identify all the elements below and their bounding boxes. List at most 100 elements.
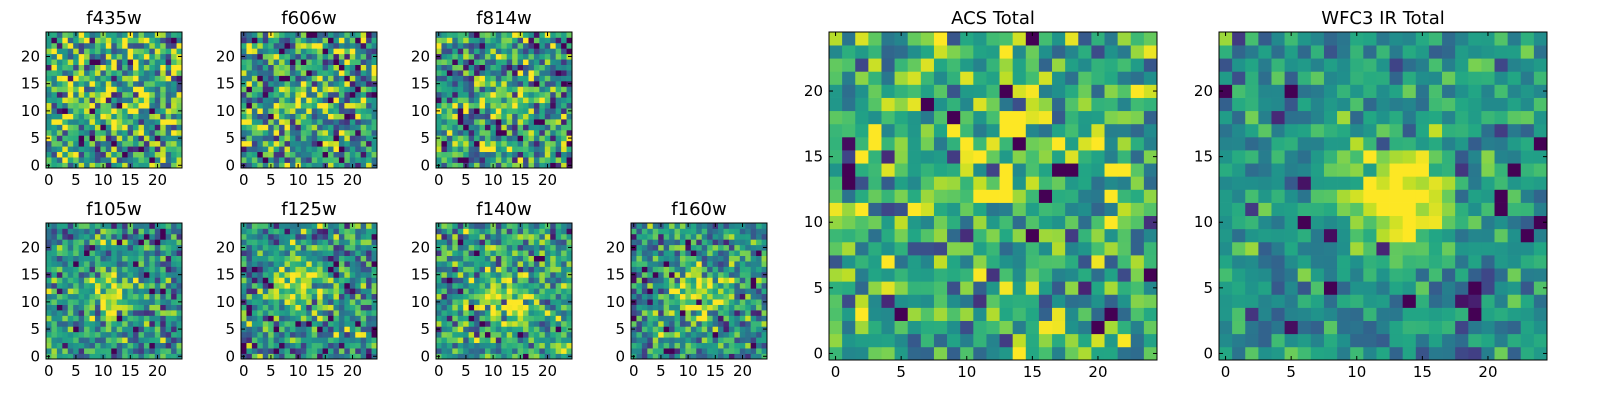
heatmap-cell — [138, 75, 145, 82]
heatmap-cell — [528, 233, 535, 240]
heatmap-cell — [707, 310, 713, 316]
heatmap-cell — [506, 331, 513, 338]
heatmap-cell — [561, 326, 567, 333]
heatmap-cell — [289, 348, 296, 354]
heatmap-cell — [279, 244, 285, 251]
heatmap-cell — [295, 102, 302, 109]
heatmap-cell — [105, 304, 112, 311]
heatmap-cell — [636, 320, 643, 327]
heatmap-cell — [273, 315, 280, 322]
heatmap-cell — [62, 124, 69, 131]
heatmap-cell — [468, 59, 475, 65]
heatmap-cell — [452, 353, 459, 360]
heatmap-cell — [712, 326, 719, 333]
heatmap-cell — [344, 239, 351, 246]
heatmap-cell — [723, 320, 730, 327]
heatmap-cell — [78, 271, 85, 278]
heatmap-cell — [94, 59, 101, 65]
heatmap-cell — [289, 277, 296, 284]
heatmap-cell — [116, 223, 123, 229]
heatmap-cell — [490, 42, 497, 49]
heatmap-cell — [300, 124, 307, 131]
heatmap-cell — [268, 113, 274, 120]
heatmap-cell — [241, 304, 247, 311]
heatmap-cell — [268, 59, 274, 65]
heatmap-cell — [355, 119, 362, 125]
heatmap-cell — [105, 42, 112, 49]
heatmap-cell — [251, 53, 258, 60]
heatmap-cell — [441, 320, 448, 327]
heatmap-cell — [674, 337, 681, 344]
heatmap-cell — [116, 135, 123, 142]
heatmap-cell — [669, 304, 675, 311]
heatmap-cell — [371, 119, 378, 125]
heatmap-cell — [111, 151, 118, 158]
heatmap-cell — [360, 320, 367, 327]
heatmap-cell — [257, 233, 264, 240]
heatmap-cell — [149, 119, 156, 125]
heatmap-cell — [349, 299, 356, 305]
heatmap-cell — [690, 353, 697, 360]
heatmap-cell — [712, 239, 719, 246]
heatmap-cell — [344, 97, 351, 104]
heatmap-cell — [512, 288, 518, 295]
heatmap-cell — [73, 282, 79, 289]
heatmap-cell — [311, 53, 318, 60]
heatmap-cell — [84, 97, 90, 104]
heatmap-cell — [669, 250, 675, 256]
heatmap-cell — [89, 337, 96, 344]
heatmap-cell — [566, 255, 573, 262]
heatmap-cell — [495, 255, 502, 262]
heatmap-cell — [468, 146, 475, 153]
heatmap-cell — [523, 97, 529, 104]
heatmap-cell — [561, 91, 567, 98]
heatmap-cell — [251, 310, 258, 316]
heatmap-cell — [84, 331, 90, 338]
heatmap-cell — [67, 157, 74, 163]
heatmap-cell — [268, 228, 274, 235]
heatmap-cell — [328, 223, 334, 229]
heatmap-cell — [457, 48, 464, 55]
heatmap-cell — [528, 75, 535, 82]
heatmap-cell — [349, 266, 356, 273]
heatmap-cell — [539, 342, 546, 349]
heatmap-cell — [149, 64, 156, 71]
x-tick-label: 15 — [511, 171, 530, 189]
heatmap-cell — [360, 42, 367, 49]
heatmap-cell — [495, 48, 502, 55]
heatmap-cell — [631, 315, 637, 322]
heatmap-f435w — [46, 32, 183, 169]
heatmap-cell — [360, 288, 367, 295]
heatmap-cell — [116, 310, 123, 316]
heatmap-cell — [62, 266, 69, 273]
heatmap-cell — [273, 310, 280, 316]
heatmap-cell — [176, 102, 183, 109]
heatmap-cell — [122, 59, 128, 65]
heatmap-cell — [122, 348, 128, 354]
heatmap-cell — [171, 42, 177, 49]
heatmap-cell — [436, 102, 442, 109]
heatmap-cell — [138, 53, 145, 60]
heatmap-cell — [100, 42, 107, 49]
heatmap-cell — [100, 140, 107, 147]
heatmap-cell — [56, 342, 63, 349]
heatmap-cell — [523, 59, 529, 65]
heatmap-cell — [484, 70, 491, 76]
heatmap-cell — [745, 331, 752, 338]
heatmap-cell — [143, 277, 150, 284]
heatmap-cell — [528, 342, 535, 349]
heatmap-cell — [468, 102, 475, 109]
heatmap-cell — [739, 304, 746, 311]
heatmap-cell — [658, 342, 664, 349]
heatmap-cell — [544, 151, 551, 158]
heatmap-cell — [311, 353, 318, 360]
heatmap-cell — [360, 255, 367, 262]
heatmap-cell — [868, 320, 882, 335]
heatmap-cell — [696, 299, 703, 305]
heatmap-cell — [279, 223, 285, 229]
heatmap-cell — [566, 157, 573, 163]
heatmap-cell — [452, 53, 459, 60]
heatmap-cell — [344, 48, 351, 55]
heatmap-cell — [56, 91, 63, 98]
heatmap-cell — [490, 151, 497, 158]
